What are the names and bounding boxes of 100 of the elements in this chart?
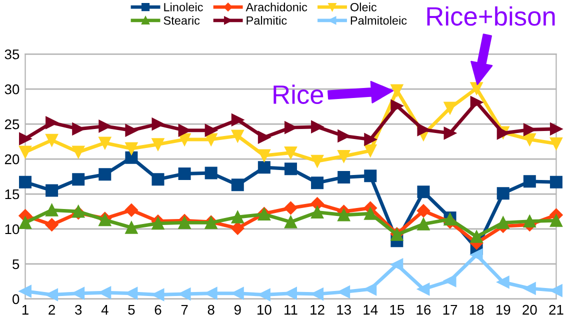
point — [364, 170, 377, 182]
point — [417, 218, 430, 230]
point — [125, 142, 138, 155]
point — [550, 176, 562, 188]
point — [204, 166, 218, 180]
x-tick-label: 8 — [208, 304, 214, 315]
point — [338, 170, 350, 184]
point — [258, 131, 270, 144]
point — [311, 154, 324, 168]
legend-label: Palmitic — [246, 16, 287, 25]
point — [45, 218, 58, 232]
point — [46, 134, 58, 146]
x-tick-label: 11 — [284, 305, 298, 315]
x-tick-label: 10 — [258, 304, 272, 315]
point — [46, 116, 58, 129]
point — [470, 230, 483, 243]
annotation: Rice — [274, 84, 324, 104]
point — [550, 137, 562, 150]
y-tick-label: 35 — [4, 49, 20, 60]
point — [284, 146, 297, 159]
point — [231, 222, 244, 235]
point — [98, 120, 112, 132]
point — [152, 173, 164, 186]
point — [231, 114, 244, 126]
point — [72, 173, 85, 186]
x-tick-label: 1 — [22, 305, 28, 315]
point — [496, 187, 510, 200]
point — [444, 102, 456, 114]
point — [444, 126, 456, 140]
x-tick-label: 6 — [154, 304, 162, 315]
point — [72, 146, 85, 158]
point — [390, 84, 404, 97]
x-tick-label: 18 — [470, 304, 484, 315]
point — [284, 162, 297, 176]
point — [523, 215, 536, 228]
point — [258, 149, 270, 162]
point — [125, 221, 138, 234]
x-tick-label: 20 — [522, 304, 537, 315]
point — [338, 208, 350, 222]
point — [364, 282, 377, 296]
point — [470, 96, 483, 109]
point — [311, 206, 324, 218]
point — [390, 258, 404, 271]
legend-label: Palmitoleic — [350, 16, 407, 25]
y-tick-label: 15 — [5, 189, 20, 200]
point — [231, 210, 244, 224]
y-tick-label: 10 — [5, 224, 20, 234]
x-tick-label: 5 — [128, 305, 135, 315]
point — [470, 82, 483, 95]
x-tick-label: 13 — [337, 304, 351, 315]
annotation: Rice+bison — [427, 6, 555, 26]
point — [19, 176, 32, 188]
y-tick-label: 25 — [4, 119, 20, 130]
point — [390, 100, 404, 112]
point — [19, 284, 32, 298]
point — [417, 282, 430, 296]
point — [417, 123, 430, 136]
point — [19, 146, 32, 158]
x-tick-label: 19 — [496, 304, 510, 315]
point — [364, 144, 377, 157]
point — [523, 282, 536, 295]
point — [124, 204, 138, 217]
x-tick-label: 15 — [390, 305, 404, 315]
point — [46, 204, 58, 216]
legend-label: Arachidonic — [246, 2, 308, 12]
x-tick-label: 12 — [310, 304, 324, 315]
y-tick-label: 0 — [12, 294, 20, 304]
point — [152, 118, 164, 130]
point — [550, 284, 562, 297]
point — [258, 161, 270, 174]
point — [46, 184, 58, 197]
point — [550, 122, 562, 136]
legend-label: Linoleic — [164, 2, 203, 12]
point — [338, 130, 350, 142]
point — [125, 124, 138, 137]
x-tick-label: 14 — [364, 305, 378, 315]
point — [364, 207, 377, 220]
point — [417, 186, 430, 198]
point — [46, 288, 58, 301]
point — [98, 136, 112, 150]
point — [496, 216, 510, 229]
x-tick-label: 21 — [549, 304, 564, 315]
point — [231, 130, 244, 142]
point — [72, 122, 85, 136]
point — [311, 176, 324, 190]
point — [152, 217, 164, 230]
point — [550, 214, 562, 227]
legend-label: Oleic — [350, 2, 377, 12]
point — [416, 204, 430, 218]
point — [152, 138, 164, 151]
x-tick-label: 17 — [443, 305, 458, 315]
x-tick-label: 4 — [101, 305, 108, 315]
y-tick-label: 5 — [12, 259, 20, 270]
point — [231, 178, 244, 192]
point — [523, 133, 536, 146]
point — [204, 124, 218, 137]
x-tick-label: 9 — [234, 304, 241, 315]
x-tick-label: 3 — [75, 304, 82, 315]
point — [338, 286, 350, 298]
point — [284, 216, 297, 228]
